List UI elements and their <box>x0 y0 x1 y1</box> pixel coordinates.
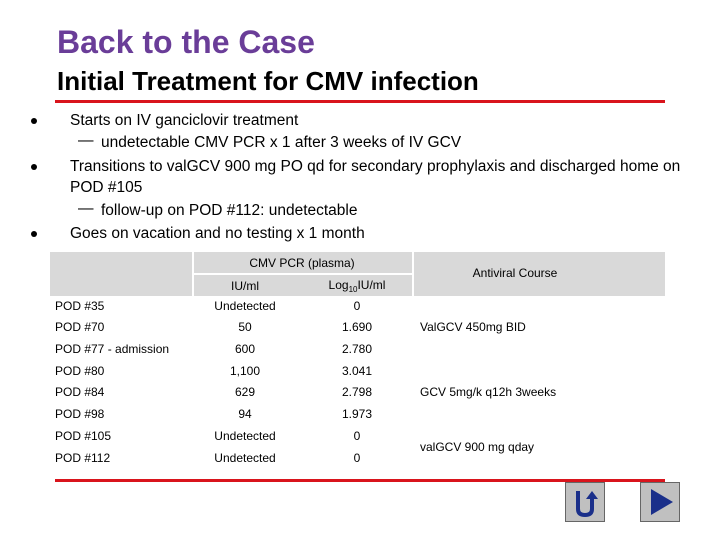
dash: — <box>78 132 94 149</box>
rule <box>55 100 665 103</box>
cell: 50 <box>238 320 252 334</box>
cell: 629 <box>234 385 256 399</box>
cell: Undetected <box>214 299 276 313</box>
cell: 94 <box>238 407 252 421</box>
subtitle: Initial Treatment for CMV infection <box>57 66 479 96</box>
icon <box>651 489 673 515</box>
col-header: Antiviral Course <box>472 266 558 280</box>
icon <box>576 491 598 518</box>
cell: 1,100 <box>229 364 261 378</box>
row-label: POD #35 <box>55 299 105 313</box>
text: Log <box>328 277 349 292</box>
text: IU/ml <box>357 277 386 292</box>
bullet-dot <box>31 164 37 170</box>
row-label: POD #77 - admission <box>55 342 170 356</box>
cell: 3.041 <box>341 364 373 378</box>
bullet-text: Transitions to valGCV 900 mg PO qd for s… <box>70 158 681 196</box>
bullet-text: Goes on vacation and no testing x 1 mont… <box>70 225 365 242</box>
col-header: IU/ml <box>231 279 259 293</box>
bullet-text: Starts on IV ganciclovir treatment <box>70 112 299 129</box>
row-label: POD #80 <box>55 364 105 378</box>
row-label: POD #70 <box>55 320 105 334</box>
cell: 0 <box>353 429 361 443</box>
cell: 0 <box>353 299 361 313</box>
next-button[interactable] <box>640 482 680 522</box>
course: valGCV 900 mg qday <box>420 440 535 454</box>
group-header: CMV PCR (plasma) <box>249 256 355 270</box>
table-header <box>50 252 665 296</box>
bullet-text: follow-up on POD #112: undetectable <box>101 202 358 219</box>
cell: 1.690 <box>341 320 373 334</box>
title: Back to the Case <box>57 24 315 60</box>
cell: 1.973 <box>341 407 373 421</box>
bullet-dot <box>31 231 37 237</box>
cell: 600 <box>234 342 256 356</box>
cell: Undetected <box>214 429 276 443</box>
bullet-dot <box>31 118 37 124</box>
row-label: POD #105 <box>55 429 112 443</box>
dash: — <box>78 200 94 217</box>
cell: 2.798 <box>341 385 373 399</box>
row-label: POD #84 <box>55 385 105 399</box>
row-label: POD #98 <box>55 407 105 421</box>
back-button[interactable] <box>565 482 605 522</box>
row-label: POD #112 <box>55 451 111 465</box>
course: ValGCV 450mg BID <box>420 320 526 334</box>
bullet-text: undetectable CMV PCR x 1 after 3 weeks o… <box>101 134 462 151</box>
cell: 0 <box>353 451 361 465</box>
cell: Undetected <box>214 451 276 465</box>
course: GCV 5mg/k q12h 3weeks <box>420 385 557 399</box>
text: 10 <box>348 285 358 295</box>
cell: 2.780 <box>341 342 373 356</box>
col-header: Log10IU/ml <box>329 278 386 294</box>
rule <box>55 479 665 482</box>
